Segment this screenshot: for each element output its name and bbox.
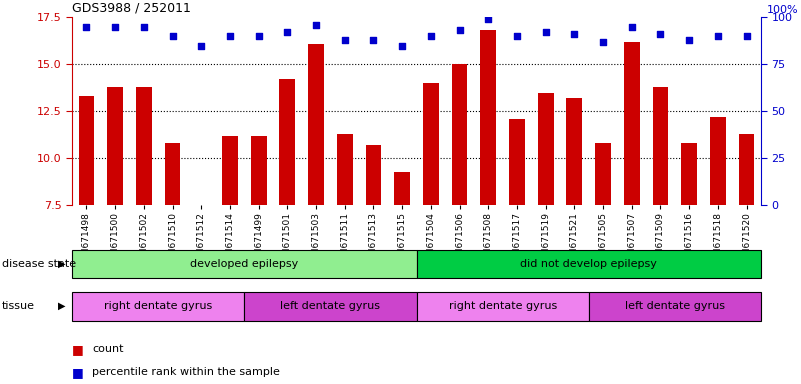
Point	[711, 33, 724, 39]
Text: ■: ■	[72, 343, 84, 356]
Bar	[72, 292, 244, 321]
Bar	[595, 143, 611, 205]
Bar	[72, 250, 417, 278]
Point	[223, 33, 236, 39]
Bar	[365, 145, 381, 205]
Point	[367, 37, 380, 43]
Point	[654, 31, 667, 37]
Point	[568, 31, 581, 37]
Point	[80, 24, 93, 30]
Text: ▶: ▶	[58, 301, 66, 311]
Text: ▶: ▶	[58, 259, 66, 269]
Bar	[682, 143, 697, 205]
Bar	[710, 117, 726, 205]
Bar	[653, 87, 668, 205]
Bar	[107, 87, 123, 205]
Point	[195, 42, 207, 48]
Bar	[589, 292, 761, 321]
Point	[482, 16, 495, 22]
Bar	[165, 143, 180, 205]
Bar	[394, 172, 410, 205]
Bar	[481, 30, 496, 205]
Text: right dentate gyrus: right dentate gyrus	[104, 301, 212, 311]
Bar	[537, 93, 553, 205]
Point	[109, 24, 122, 30]
Point	[338, 37, 351, 43]
Bar	[78, 96, 95, 205]
Bar	[739, 134, 755, 205]
Point	[510, 33, 523, 39]
Point	[597, 39, 610, 45]
Point	[740, 33, 753, 39]
Bar	[452, 64, 468, 205]
Text: count: count	[92, 344, 123, 354]
Text: 100%: 100%	[767, 5, 798, 15]
Bar	[423, 83, 439, 205]
Bar	[566, 98, 582, 205]
Bar	[624, 42, 640, 205]
Point	[539, 29, 552, 35]
Text: ■: ■	[72, 366, 84, 379]
Point	[626, 24, 638, 30]
Bar	[244, 292, 417, 321]
Point	[166, 33, 179, 39]
Point	[453, 27, 466, 33]
Text: percentile rank within the sample: percentile rank within the sample	[92, 367, 280, 377]
Point	[281, 29, 294, 35]
Text: tissue: tissue	[2, 301, 34, 311]
Bar	[308, 44, 324, 205]
Text: developed epilepsy: developed epilepsy	[190, 259, 299, 269]
Text: did not develop epilepsy: did not develop epilepsy	[521, 259, 657, 269]
Bar	[417, 292, 589, 321]
Bar	[417, 250, 761, 278]
Bar	[222, 136, 238, 205]
Bar	[280, 79, 296, 205]
Text: left dentate gyrus: left dentate gyrus	[625, 301, 725, 311]
Bar	[136, 87, 151, 205]
Point	[138, 24, 151, 30]
Point	[682, 37, 695, 43]
Text: right dentate gyrus: right dentate gyrus	[449, 301, 557, 311]
Text: disease state: disease state	[2, 259, 76, 269]
Text: left dentate gyrus: left dentate gyrus	[280, 301, 380, 311]
Bar	[509, 119, 525, 205]
Point	[425, 33, 437, 39]
Bar	[337, 134, 352, 205]
Bar	[251, 136, 267, 205]
Point	[252, 33, 265, 39]
Point	[310, 22, 323, 28]
Text: GDS3988 / 252011: GDS3988 / 252011	[72, 2, 191, 15]
Point	[396, 42, 409, 48]
